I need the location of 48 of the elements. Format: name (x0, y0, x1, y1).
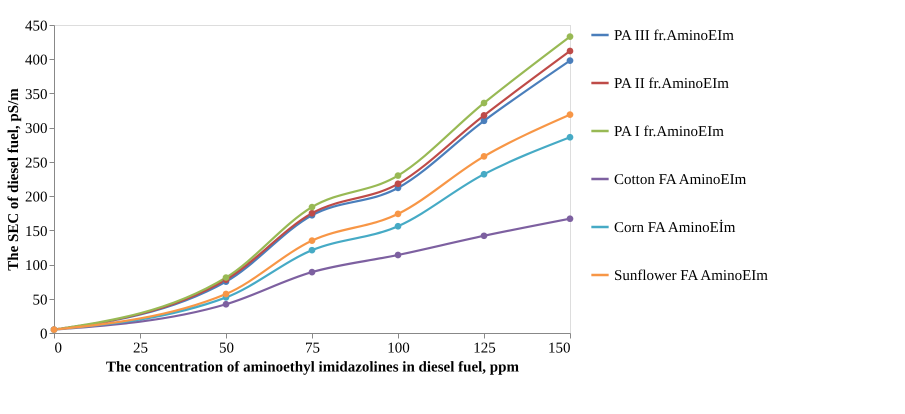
legend-label: Sunflower FA AminoEIm (614, 268, 768, 284)
x-tick-label: 100 (387, 340, 410, 356)
point (222, 290, 230, 298)
point (566, 134, 574, 141)
point (394, 222, 402, 230)
y-tick-label: 50 (32, 292, 48, 308)
y-axis-title: The SEC of diesel fuel, pS/m (6, 88, 22, 271)
y-tick-label: 0 (40, 326, 48, 342)
x-tick-label: 25 (133, 340, 148, 356)
y-tick-label: 450 (25, 18, 48, 34)
point (308, 237, 316, 244)
y-tick-label: 200 (25, 190, 48, 206)
y-tick-label: 300 (25, 121, 48, 138)
x-tick-label: 0 (54, 340, 62, 356)
y-tick-label: 100 (25, 258, 48, 274)
x-tick-label: 75 (305, 340, 320, 356)
y-tick-label: 400 (25, 52, 48, 69)
x-axis-title: The concentration of aminoethyl imidazolines in diesel fuel, ppm (106, 360, 520, 376)
legend-label: PA III fr.AminoEIm (614, 28, 734, 44)
point (480, 153, 488, 160)
y-tick-label: 250 (25, 155, 48, 172)
point (566, 33, 574, 40)
point (308, 246, 316, 254)
point (394, 180, 402, 188)
point (308, 268, 316, 276)
x-tick-label: 150 (548, 340, 570, 356)
point (480, 100, 488, 106)
point (394, 210, 402, 218)
point (222, 300, 230, 308)
point (480, 117, 488, 124)
point (480, 112, 488, 119)
x-tick-label: 125 (473, 340, 496, 356)
y-tick-label: 150 (25, 224, 48, 240)
legend-label: Cotton FA AminoEIm (614, 172, 747, 188)
y-tick-label: 350 (25, 86, 48, 103)
point (566, 57, 574, 64)
legend-label: PA II fr.AminoEIm (614, 76, 730, 92)
point (394, 252, 402, 258)
point (566, 48, 574, 54)
legend-label: Corn FA AminoEİm (614, 219, 736, 236)
point (308, 204, 316, 210)
point (566, 111, 574, 118)
point (480, 232, 488, 240)
x-tick-label: 50 (219, 340, 234, 356)
point (394, 172, 402, 179)
point (566, 215, 574, 222)
point (480, 170, 488, 178)
legend-label: PA I fr.AminoEIm (614, 124, 724, 140)
